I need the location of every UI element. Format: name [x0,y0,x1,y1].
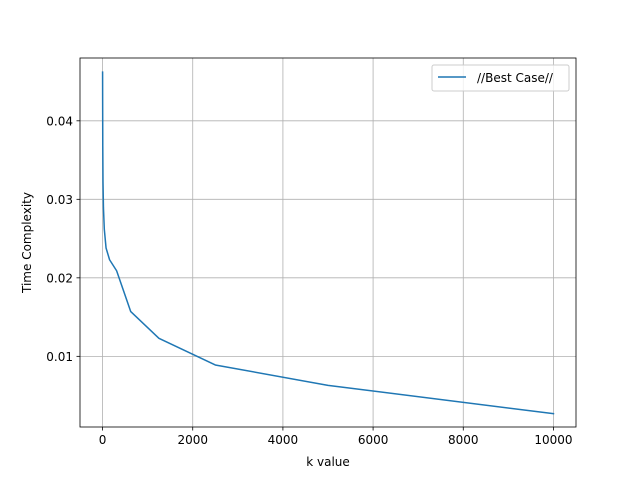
legend: //Best Case// [431,64,570,92]
data-point [102,145,103,146]
data-point [109,259,110,260]
series-line-0 [101,71,555,415]
x-tick-label: 8000 [448,433,479,447]
data-point [116,270,117,271]
data-point [130,311,131,312]
data-point [103,207,104,208]
x-tick-label: 4000 [268,433,299,447]
x-tick-label: 6000 [358,433,389,447]
data-point [104,229,105,230]
x-tick-label: 2000 [177,433,208,447]
y-tick-label: 0.03 [46,193,73,207]
data-point [102,181,103,182]
data-point [327,385,328,386]
plot-frame [79,57,577,428]
x-tick-label: 10000 [534,433,572,447]
data-point [102,72,103,73]
data-point [158,338,159,339]
legend-box [431,64,570,92]
x-axis-label: k value [306,455,350,469]
data-point [102,98,103,99]
plot-area [80,58,576,427]
legend-label: //Best Case// [477,71,554,85]
data-point [553,413,554,414]
x-axis-ticks: 0 2000 4000 6000 8000 10000 [99,427,573,447]
data-point [215,364,216,365]
x-tick-label: 0 [99,433,107,447]
y-axis-label: Time Complexity [20,192,34,294]
data-point [105,247,106,248]
grid [80,58,576,427]
series-layer [101,71,555,415]
y-axis-ticks: 0.01 0.02 0.03 0.04 [46,114,80,364]
y-tick-label: 0.02 [46,271,73,285]
y-tick-label: 0.04 [46,114,73,128]
y-tick-label: 0.01 [46,350,73,364]
